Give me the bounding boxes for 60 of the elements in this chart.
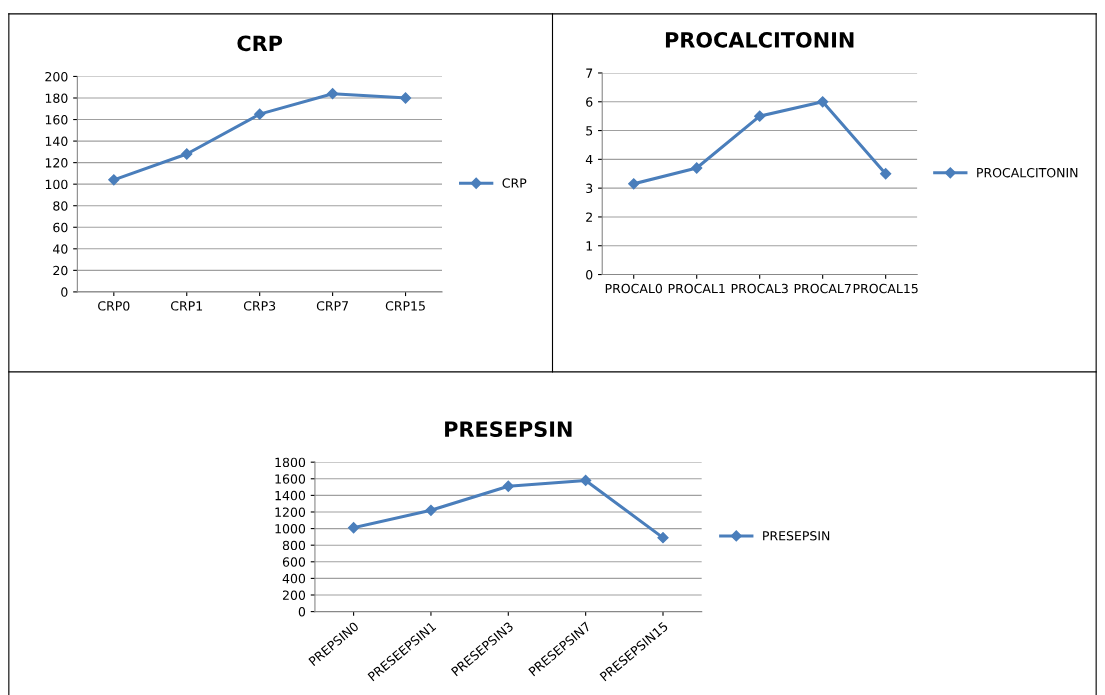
- y-tick-label: 0: [298, 607, 306, 617]
- y-tick-label: 3: [586, 183, 593, 194]
- chart-title: PROCALCITONIN: [665, 31, 854, 48]
- x-tick-label: CRP7: [316, 301, 348, 311]
- x-tick-label: PROCAL3: [731, 283, 788, 294]
- point: [754, 110, 766, 122]
- x-tick-label: PROCAL1: [668, 283, 725, 294]
- y-tick-label: 7: [586, 68, 593, 78]
- y-tick-label: 1: [586, 241, 593, 251]
- legend-label: CRP: [502, 178, 527, 188]
- y-tick-label: 200: [45, 71, 68, 82]
- y-tick-label: 120: [45, 158, 68, 168]
- chart-title: PRESEPSIN: [445, 421, 572, 437]
- y-tick-label: 0: [586, 270, 593, 280]
- y-tick-label: 1000: [275, 524, 306, 534]
- y-tick-label: 140: [45, 136, 68, 147]
- y-tick-label: 800: [282, 540, 306, 551]
- y-tick-label: 180: [45, 93, 68, 103]
- point: [628, 178, 640, 190]
- point: [254, 108, 266, 120]
- x-tick-label: PROCAL0: [605, 283, 663, 294]
- point: [817, 96, 829, 108]
- point: [502, 480, 514, 492]
- x-tick-label: PROCAL15: [853, 283, 918, 294]
- legend-label: PRESEPSIN: [763, 531, 830, 541]
- y-tick-label: 4: [585, 154, 593, 165]
- point: [399, 92, 412, 104]
- y-tick-label: 40: [53, 244, 68, 254]
- point: [880, 168, 892, 180]
- y-tick-label: 1600: [275, 474, 306, 484]
- y-tick-label: 20: [53, 265, 68, 276]
- point: [181, 148, 193, 160]
- y-tick-label: 0: [61, 287, 68, 297]
- y-tick-label: 6: [586, 97, 593, 107]
- y-tick-label: 80: [53, 201, 68, 211]
- point: [347, 522, 360, 534]
- x-tick-label: CRP3: [243, 301, 276, 311]
- y-tick-label: 100: [45, 179, 68, 190]
- point: [691, 162, 703, 174]
- y-tick-label: 60: [53, 222, 68, 233]
- y-tick-label: 5: [586, 126, 593, 136]
- y-tick-label: 1800: [275, 457, 306, 468]
- y-tick-label: 1400: [275, 490, 306, 501]
- y-tick-label: 600: [282, 557, 306, 567]
- chart-title: CRP: [237, 35, 283, 52]
- point: [580, 474, 592, 487]
- point: [327, 88, 339, 100]
- x-tick-label: CRP15: [385, 301, 425, 311]
- legend-label: PROCALCITONIN: [977, 167, 1078, 178]
- x-tick-label: CRP1: [170, 301, 203, 311]
- point: [425, 504, 437, 516]
- y-tick-label: 400: [282, 573, 306, 584]
- y-tick-label: 160: [45, 115, 68, 125]
- y-tick-label: 200: [282, 590, 306, 600]
- x-tick-label: CRP0: [98, 301, 130, 311]
- x-tick-label: PROCAL7: [794, 283, 851, 294]
- point: [108, 174, 120, 186]
- point: [657, 532, 669, 544]
- y-tick-label: 2: [586, 212, 592, 222]
- y-tick-label: 1200: [275, 507, 306, 517]
